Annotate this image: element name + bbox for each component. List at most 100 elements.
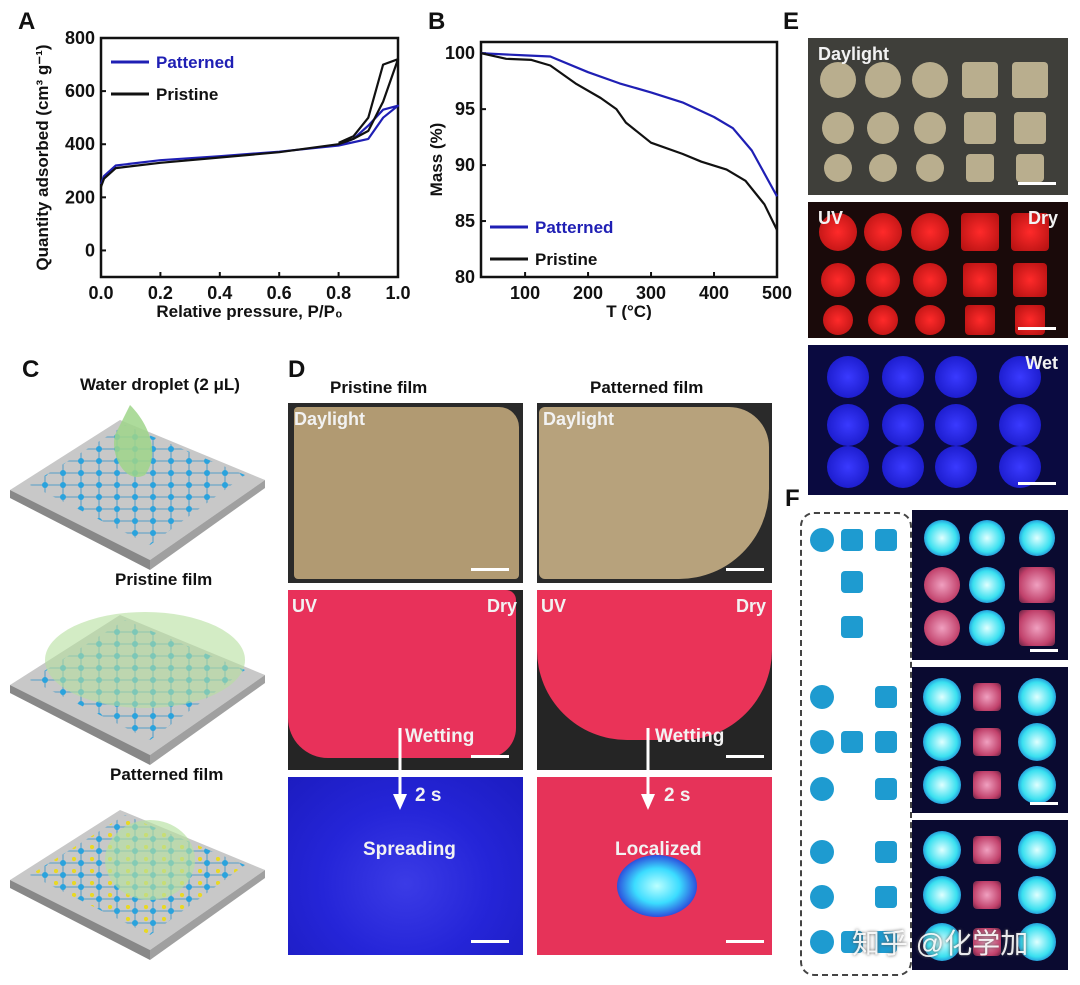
wet-spot	[999, 404, 1041, 446]
legend-label-patterned: Patterned	[156, 53, 234, 72]
circle-spot	[864, 213, 902, 251]
photo-label: Wet	[1025, 353, 1058, 373]
wetting-label: Wetting	[405, 726, 475, 747]
plot-frame	[479, 40, 779, 279]
f-spot	[1018, 923, 1056, 961]
circle-shape	[810, 685, 834, 709]
f-spot	[923, 723, 961, 761]
d-col-pristine: Pristine film	[330, 378, 428, 397]
f-pattern-schematic	[800, 512, 912, 976]
photo-label: Dry	[735, 596, 766, 616]
square-shape	[841, 931, 863, 953]
circle-spot	[868, 305, 898, 335]
scale-bar	[471, 755, 509, 758]
x-tick-label: 0.2	[148, 283, 173, 303]
photo-label: Dry	[1027, 208, 1058, 228]
f-spot	[924, 520, 960, 556]
y-tick-label: 95	[455, 99, 475, 119]
panel-label-e: E	[783, 8, 800, 35]
circle-spot	[819, 213, 857, 251]
panel-label-a: A	[18, 8, 36, 35]
scale-bar	[1030, 649, 1058, 652]
scale-bar	[1018, 327, 1056, 330]
f-spot	[923, 923, 961, 961]
square-shape	[875, 778, 897, 800]
series-line-patterned	[480, 52, 778, 197]
scale-bar	[726, 940, 764, 943]
x-tick-label: 400	[699, 283, 729, 303]
c-title-droplet: Water droplet (2 μL)	[80, 375, 240, 394]
f-photo-2	[912, 667, 1068, 813]
c-substrate-3	[10, 810, 265, 960]
photo-label: Daylight	[818, 44, 890, 64]
square-shape	[875, 529, 897, 551]
scale-bar	[1018, 182, 1056, 185]
f-spot	[973, 771, 1001, 799]
f-spot	[969, 520, 1005, 556]
x-axis-label: Relative pressure, P/P₀	[156, 302, 342, 320]
circle-spot	[914, 112, 946, 144]
circle-spot	[823, 305, 853, 335]
y-axis-label: Mass (%)	[427, 123, 446, 197]
arrow-down-icon	[393, 728, 407, 810]
localized-droplet	[617, 855, 697, 917]
photo-label: Daylight	[294, 409, 366, 429]
square-shape	[841, 731, 863, 753]
f-spot	[923, 678, 961, 716]
c-illustrations	[10, 405, 265, 960]
circle-spot	[867, 112, 899, 144]
series-line-pristine	[99, 58, 400, 188]
y-tick-label: 200	[65, 187, 95, 207]
square-shape	[875, 841, 897, 863]
x-tick-label: 300	[636, 283, 666, 303]
square-spot	[965, 305, 995, 335]
circle-shape	[810, 730, 834, 754]
square-shape	[841, 571, 863, 593]
y-tick-label: 90	[455, 155, 475, 175]
spreading-label: Spreading	[363, 839, 456, 860]
square-spot	[961, 213, 999, 251]
photo-label: UV	[292, 596, 318, 616]
c-substrate-2	[10, 612, 265, 765]
photo-label: UV	[541, 596, 567, 616]
d-patterned-uv-photo: UV Dry Wetting	[537, 590, 772, 770]
square-spot	[962, 62, 998, 98]
circle-spot	[821, 263, 855, 297]
x-tick-label: 100	[510, 283, 540, 303]
y-tick-label: 80	[455, 267, 475, 287]
plot-frame	[99, 36, 400, 279]
f-spot	[923, 766, 961, 804]
c-title-pristine: Pristine film	[115, 570, 213, 589]
f-spot	[973, 836, 1001, 864]
e-daylight-photo: Daylight	[808, 38, 1068, 195]
f-spot	[1019, 610, 1055, 646]
wet-spot	[935, 446, 977, 488]
f-photo-3	[912, 820, 1068, 970]
square-shape	[875, 886, 897, 908]
chart-b-tga: 100 200 300 400 500 80 85 90 95 100 Patterned Prist…	[427, 40, 792, 320]
f-spot	[923, 831, 961, 869]
circle-spot	[915, 305, 945, 335]
e-uv-dry-photo: UV Dry	[808, 202, 1068, 338]
chart-a-isotherm: 0.0 0.2 0.4 0.6 0.8 1.0 0 200 400 600 800 Patterned…	[33, 28, 411, 320]
f-spot	[973, 683, 1001, 711]
wetting-label: Wetting	[655, 726, 725, 747]
x-tick-label: 0.6	[267, 283, 292, 303]
arrow-down-icon	[641, 728, 655, 810]
y-tick-label: 100	[445, 43, 475, 63]
x-tick-label: 500	[762, 283, 792, 303]
f-spot	[1019, 567, 1055, 603]
circle-spot	[916, 154, 944, 182]
f-spot	[1019, 520, 1055, 556]
circle-shape	[810, 930, 834, 954]
f-spot	[923, 876, 961, 914]
panel-label-b: B	[428, 8, 446, 35]
square-spot	[963, 263, 997, 297]
square-shape	[875, 931, 897, 953]
square-spot	[966, 154, 994, 182]
y-tick-label: 0	[85, 240, 95, 260]
square-shape	[841, 529, 863, 551]
square-spot	[1016, 154, 1044, 182]
scale-bar	[471, 940, 509, 943]
wet-spot	[827, 404, 869, 446]
